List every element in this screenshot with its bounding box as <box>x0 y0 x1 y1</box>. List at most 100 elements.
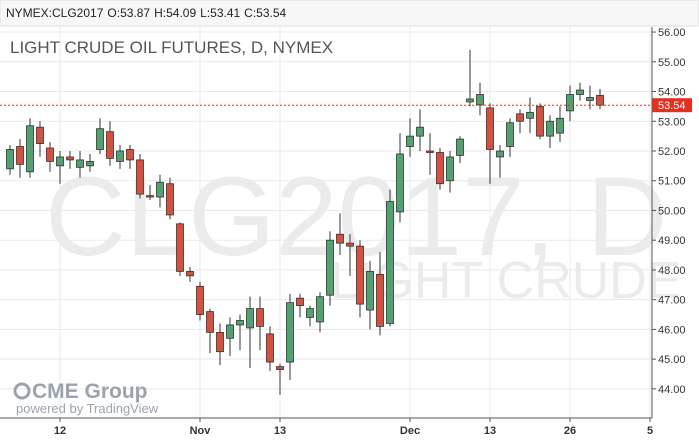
candle-body <box>306 308 314 318</box>
candle-body <box>256 308 264 327</box>
candle-body <box>316 296 324 323</box>
candle-body <box>536 105 544 137</box>
x-tick-label: 26 <box>564 425 576 437</box>
header-value: 53.41 <box>210 6 240 20</box>
header-bar <box>0 0 699 27</box>
candle-body <box>366 271 374 311</box>
header-label: H: <box>154 6 166 20</box>
y-tick-label: 48.00 <box>658 265 686 277</box>
candle-body <box>76 159 84 168</box>
candle-body <box>356 245 364 305</box>
candles <box>6 49 604 395</box>
candle-body <box>526 111 534 119</box>
candle-body <box>286 302 294 363</box>
candle-body <box>436 152 444 185</box>
candle-body <box>576 89 584 95</box>
y-tick-label: 52.00 <box>658 146 686 158</box>
candle-body <box>186 271 194 277</box>
candle-body <box>176 223 184 272</box>
candle-body <box>456 138 464 156</box>
y-tick-label: 51.00 <box>658 176 686 188</box>
candle-body <box>96 128 104 150</box>
candle-body <box>426 150 434 153</box>
x-tick-label: 5 <box>647 425 653 437</box>
x-tick-label: 12 <box>54 425 66 437</box>
candle-body <box>106 131 114 159</box>
header-value: 53.87 <box>120 6 150 20</box>
candle-body <box>566 94 574 112</box>
header-symbol: NYMEX:CLG2017 <box>6 6 104 20</box>
candle-body <box>166 183 174 216</box>
header-value: 54.09 <box>166 6 196 20</box>
header-value: 53.54 <box>256 6 286 20</box>
y-tick-label: 53.00 <box>658 116 686 128</box>
candle-body <box>146 195 154 198</box>
header-label: O: <box>107 6 120 20</box>
candle-body <box>506 122 514 147</box>
candle-body <box>6 149 14 170</box>
candle-body <box>26 125 34 173</box>
candle-body <box>396 153 404 213</box>
last-price-box <box>652 98 692 113</box>
candle-body <box>446 156 454 182</box>
candle-body <box>46 147 54 162</box>
y-tick-label: 55.00 <box>658 57 686 69</box>
candle-body <box>416 126 424 137</box>
candle-body <box>486 107 494 150</box>
header-label: C: <box>244 6 256 20</box>
y-tick-label: 46.00 <box>658 324 686 336</box>
candle-body <box>56 156 64 167</box>
y-tick-label: 44.00 <box>658 384 686 396</box>
candle-body <box>126 149 134 161</box>
candle-body <box>136 159 144 195</box>
x-tick-label: 13 <box>274 425 286 437</box>
header: NYMEX:CLG2017 O:53.87 H:54.09 L:53.41 C:53.5… <box>6 6 287 20</box>
candle-body <box>326 239 334 296</box>
y-tick-label: 49.00 <box>658 235 686 247</box>
y-tick-label: 50.00 <box>658 205 686 217</box>
candle-body <box>376 273 384 327</box>
candle-body <box>596 94 604 106</box>
last-price-label: 53.54 <box>658 100 686 112</box>
candle-body <box>476 94 484 106</box>
candle-body <box>156 181 164 198</box>
y-tick-label: 45.00 <box>658 354 686 366</box>
candle-body <box>336 233 344 244</box>
header-label: L: <box>200 6 210 20</box>
x-tick-label: 13 <box>484 425 496 437</box>
candle-body <box>296 297 304 307</box>
x-tick-label: Nov <box>190 425 212 437</box>
brand-icon <box>13 382 31 400</box>
x-tick-label: Dec <box>400 425 420 437</box>
candle-body <box>246 308 254 329</box>
candle-body <box>86 160 94 167</box>
candle-body <box>16 146 24 165</box>
y-tick-label: 54.00 <box>658 87 686 99</box>
candle-body <box>466 98 474 103</box>
y-tick-label: 56.00 <box>658 27 686 39</box>
candle-body <box>346 242 354 247</box>
candle-body <box>66 156 74 161</box>
candle-body <box>276 366 284 370</box>
candle-body <box>516 113 524 122</box>
candle-body <box>546 120 554 137</box>
candle-body <box>586 97 594 101</box>
candle-body <box>406 135 414 147</box>
candle-body <box>226 324 234 339</box>
brand-logo: CME Group <box>32 380 148 403</box>
candle-body <box>266 333 274 363</box>
candle-body <box>216 331 224 353</box>
candle-body <box>236 320 244 326</box>
y-tick-label: 47.00 <box>658 295 686 307</box>
candle-body <box>386 201 394 324</box>
candle-body <box>196 285 204 315</box>
candle-body <box>556 117 564 134</box>
candle-body <box>206 311 214 333</box>
candle-body <box>496 150 504 158</box>
candle-body <box>36 126 44 144</box>
candle-body <box>116 150 124 162</box>
chart-title: LIGHT CRUDE OIL FUTURES, D, NYMEX <box>10 38 333 57</box>
brand-powered: powered by TradingView <box>16 401 159 416</box>
